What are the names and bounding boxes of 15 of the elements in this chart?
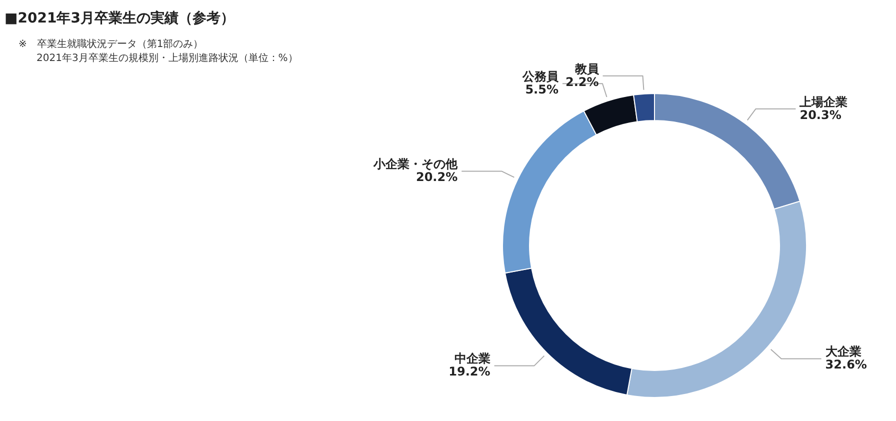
slice-label: 大企業 (825, 344, 862, 359)
data-label: 5.5% (525, 82, 558, 97)
slice-label: 上場企業 (798, 94, 848, 109)
text: ※ 卒業生就職状況データ（第1部のみ） (18, 38, 204, 50)
data-label: 2.2% (565, 74, 599, 89)
data-label: 20.3% (800, 108, 842, 122)
slice-label: 中企業 (454, 352, 490, 366)
slice-label: 小企業・その他 (372, 157, 459, 172)
data-label: 20.2% (416, 170, 458, 184)
data-label: 32.6% (825, 358, 867, 372)
slice-label: 教員 (574, 62, 600, 76)
text: 2021年3月卒業生の規模別・上場別進路状況（単位：%） (36, 52, 298, 64)
slice-label: 公務員 (521, 70, 560, 84)
data-label: 19.2% (448, 364, 490, 379)
text: ■2021年3月卒業生の実績（参考） (4, 10, 234, 26)
